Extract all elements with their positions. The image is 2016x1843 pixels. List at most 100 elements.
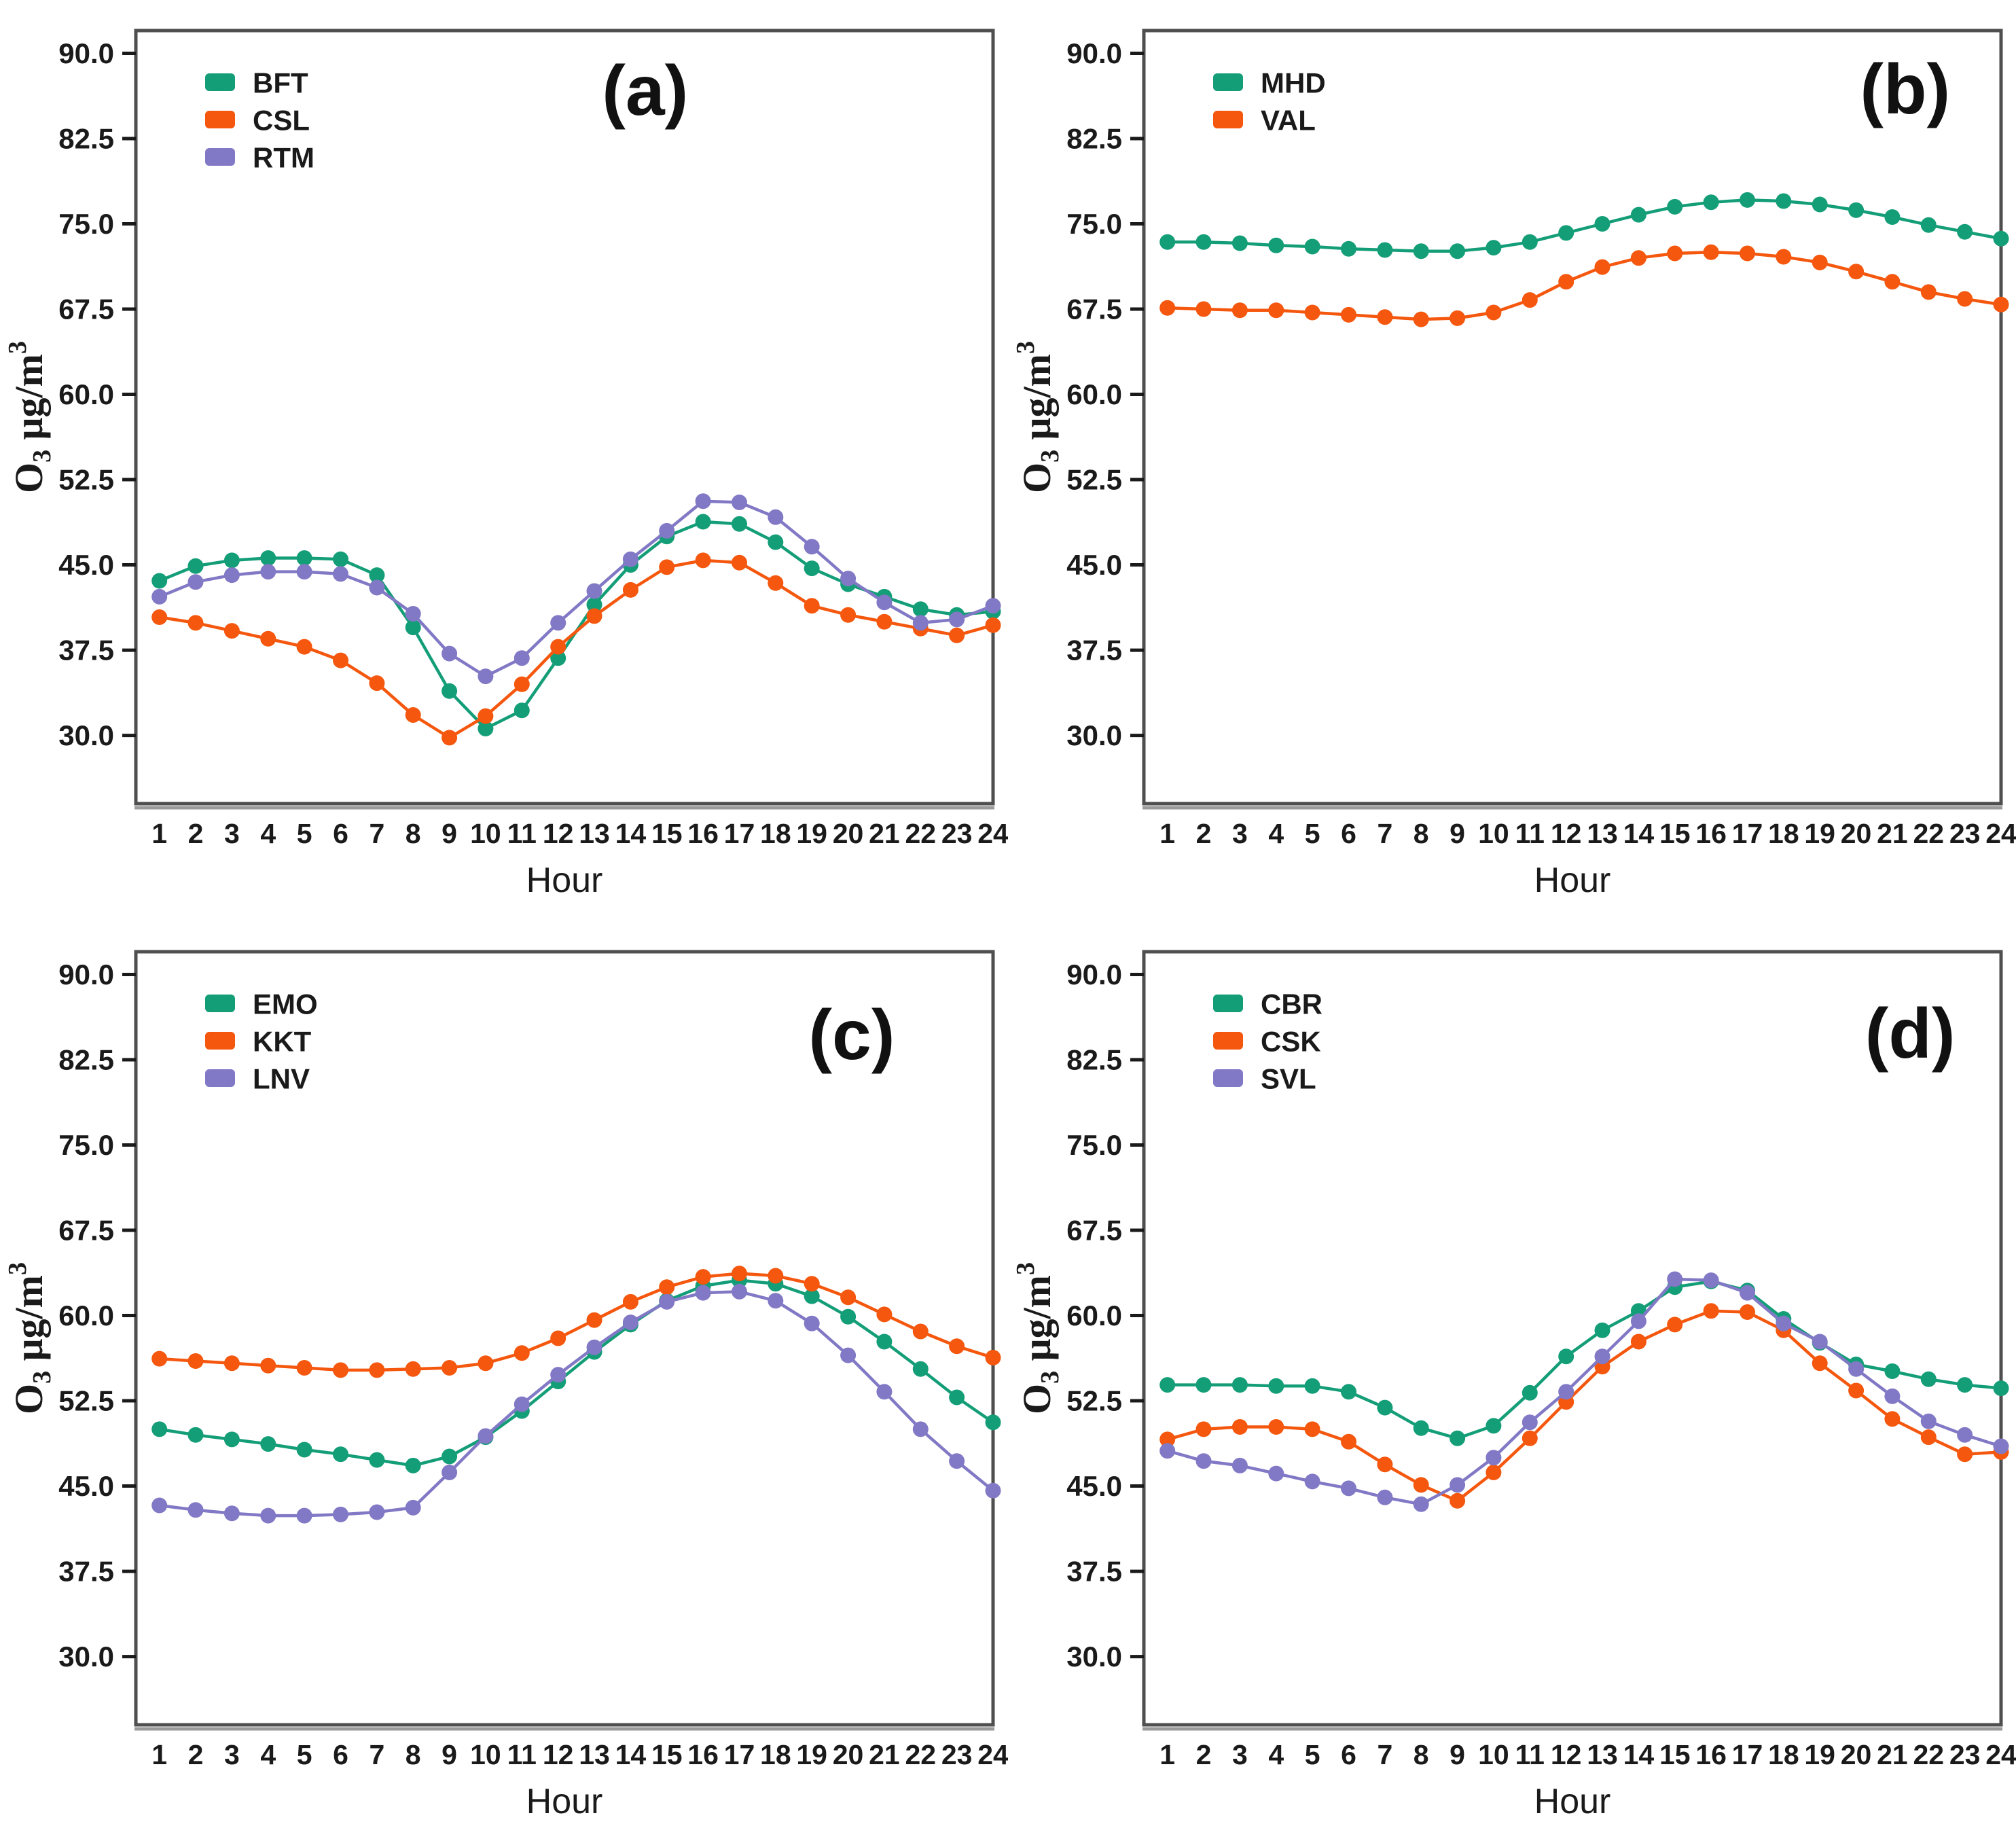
data-point-RTM-h20 xyxy=(840,571,857,587)
x-tick-label: 2 xyxy=(188,1739,204,1770)
x-tick-label: 7 xyxy=(369,818,384,849)
data-point-EMO-h21 xyxy=(876,1334,893,1350)
data-point-VAL-h21 xyxy=(1884,274,1901,290)
data-point-EMO-h5 xyxy=(296,1442,312,1458)
x-tick-label: 15 xyxy=(1659,818,1691,849)
data-point-CBR-h24 xyxy=(1993,1380,2009,1397)
data-point-CBR-h23 xyxy=(1957,1377,1973,1393)
data-point-VAL-h13 xyxy=(1594,259,1610,275)
data-point-BFT-h7 xyxy=(369,567,385,584)
data-point-CSL-h8 xyxy=(405,707,421,723)
series-CSL xyxy=(151,552,1001,746)
data-point-LNV-h15 xyxy=(659,1293,675,1310)
x-tick-label: 12 xyxy=(1551,818,1582,849)
y-tick-label: 37.5 xyxy=(58,1556,114,1588)
data-point-RTM-h3 xyxy=(223,567,240,584)
data-point-KKT-h24 xyxy=(985,1350,1001,1365)
y-tick-label: 37.5 xyxy=(1066,634,1122,666)
series-BFT xyxy=(151,514,1001,736)
data-point-CSL-h11 xyxy=(514,676,530,692)
data-point-CSK-h17 xyxy=(1740,1304,1755,1320)
x-tick-label: 20 xyxy=(1841,1739,1872,1770)
chart-a-diurnal-o3: 90.082.575.067.560.052.545.037.530.01 2 3 4… xyxy=(3,29,1008,900)
x-tick-label: 14 xyxy=(615,818,647,849)
data-point-KKT-h23 xyxy=(949,1338,965,1355)
data-point-SVL-h11 xyxy=(1522,1414,1538,1431)
x-tick-label: 24 xyxy=(977,818,1008,849)
data-point-CSL-h18 xyxy=(768,575,784,591)
x-tick-label: 16 xyxy=(687,818,719,849)
data-point-KKT-h22 xyxy=(912,1323,929,1340)
data-point-RTM-h16 xyxy=(695,493,711,509)
data-point-EMO-h2 xyxy=(187,1427,204,1443)
data-point-KKT-h10 xyxy=(478,1355,494,1372)
x-tick-label: 10 xyxy=(1478,818,1509,849)
data-point-EMO-h6 xyxy=(333,1446,348,1463)
y-tick-label: 45.0 xyxy=(1066,549,1122,581)
data-point-KKT-h19 xyxy=(804,1276,820,1292)
data-point-CSK-h16 xyxy=(1703,1303,1719,1319)
y-tick-label: 82.5 xyxy=(1066,122,1122,154)
x-tick-label: 3 xyxy=(224,818,240,849)
data-point-CBR-h22 xyxy=(1920,1371,1937,1387)
legend-label-BFT: BFT xyxy=(253,67,308,99)
data-point-LNV-h14 xyxy=(622,1314,638,1331)
series-line-LNV xyxy=(158,1290,995,1518)
data-point-CBR-h11 xyxy=(1522,1384,1538,1401)
data-point-BFT-h22 xyxy=(912,601,929,618)
data-point-RTM-h22 xyxy=(912,615,929,631)
legend: MHD VAL xyxy=(1213,67,1326,137)
y-tick-label: 67.5 xyxy=(58,1215,114,1247)
plot-frame xyxy=(134,29,995,806)
y-axis-ticks: 90.0 82.5 75.0 67.5 60.0 52.5 45.0 37.5 30.0 xyxy=(1066,959,1144,1672)
x-tick-label: 20 xyxy=(833,818,864,849)
x-tick-label: 18 xyxy=(1768,818,1799,849)
series-line-KKT xyxy=(158,1272,995,1372)
data-point-CSK-h10 xyxy=(1486,1465,1502,1480)
x-tick-label: 24 xyxy=(1985,818,2016,849)
chart-c-diurnal-o3: 90.082.575.067.560.052.545.037.530.01 2 3 4… xyxy=(3,950,1008,1821)
data-point-CBR-h4 xyxy=(1268,1378,1284,1394)
data-point-RTM-h7 xyxy=(369,579,385,596)
panel-letter-b: (b) xyxy=(1860,50,1951,129)
data-point-BFT-h8 xyxy=(405,620,421,636)
x-tick-label: 19 xyxy=(796,818,827,849)
data-point-MHD-h23 xyxy=(1957,223,1973,240)
x-tick-label: 17 xyxy=(724,818,755,849)
y-tick-label: 37.5 xyxy=(58,634,114,666)
x-tick-label: 21 xyxy=(1877,1739,1908,1770)
data-point-MHD-h14 xyxy=(1630,207,1646,223)
data-point-MHD-h5 xyxy=(1304,238,1320,255)
y-tick-label: 82.5 xyxy=(58,122,114,154)
x-tick-label: 11 xyxy=(1515,1739,1545,1770)
legend-label-CSK: CSK xyxy=(1261,1026,1321,1058)
legend-swatch-CSL xyxy=(205,111,235,128)
x-tick-label: 10 xyxy=(470,1739,501,1770)
data-point-KKT-h16 xyxy=(695,1269,711,1285)
plot-frame xyxy=(134,950,995,1727)
series-line-CSL xyxy=(158,558,995,740)
data-point-MHD-h1 xyxy=(1159,234,1176,250)
legend-label-VAL: VAL xyxy=(1261,105,1316,137)
data-point-SVL-h6 xyxy=(1341,1480,1356,1497)
data-point-RTM-h19 xyxy=(804,539,820,555)
plot-frame xyxy=(1142,29,2003,806)
data-point-KKT-h14 xyxy=(622,1293,638,1310)
data-point-RTM-h13 xyxy=(586,583,602,599)
data-point-RTM-h21 xyxy=(876,594,893,611)
x-tick-label: 23 xyxy=(941,818,973,849)
data-point-EMO-h23 xyxy=(949,1389,965,1406)
x-axis-ticks: 1 2 3 4 5 6 7 8 9 10 11 12 13 14 15 16 17 18 19 20 21 22 23 24 xyxy=(151,818,1008,849)
data-point-LNV-h22 xyxy=(912,1421,929,1437)
x-tick-label: 6 xyxy=(333,818,348,849)
x-tick-label: 19 xyxy=(1804,818,1835,849)
legend-label-SVL: SVL xyxy=(1261,1063,1316,1095)
data-point-BFT-h1 xyxy=(151,573,168,589)
data-point-RTM-h2 xyxy=(187,574,204,590)
panel-letter-d: (d) xyxy=(1865,995,1956,1073)
data-point-BFT-h17 xyxy=(732,516,747,532)
x-tick-label: 11 xyxy=(1515,818,1545,849)
data-point-EMO-h1 xyxy=(151,1421,168,1437)
x-tick-label: 13 xyxy=(1587,818,1618,849)
y-tick-label: 67.5 xyxy=(1066,1215,1122,1247)
